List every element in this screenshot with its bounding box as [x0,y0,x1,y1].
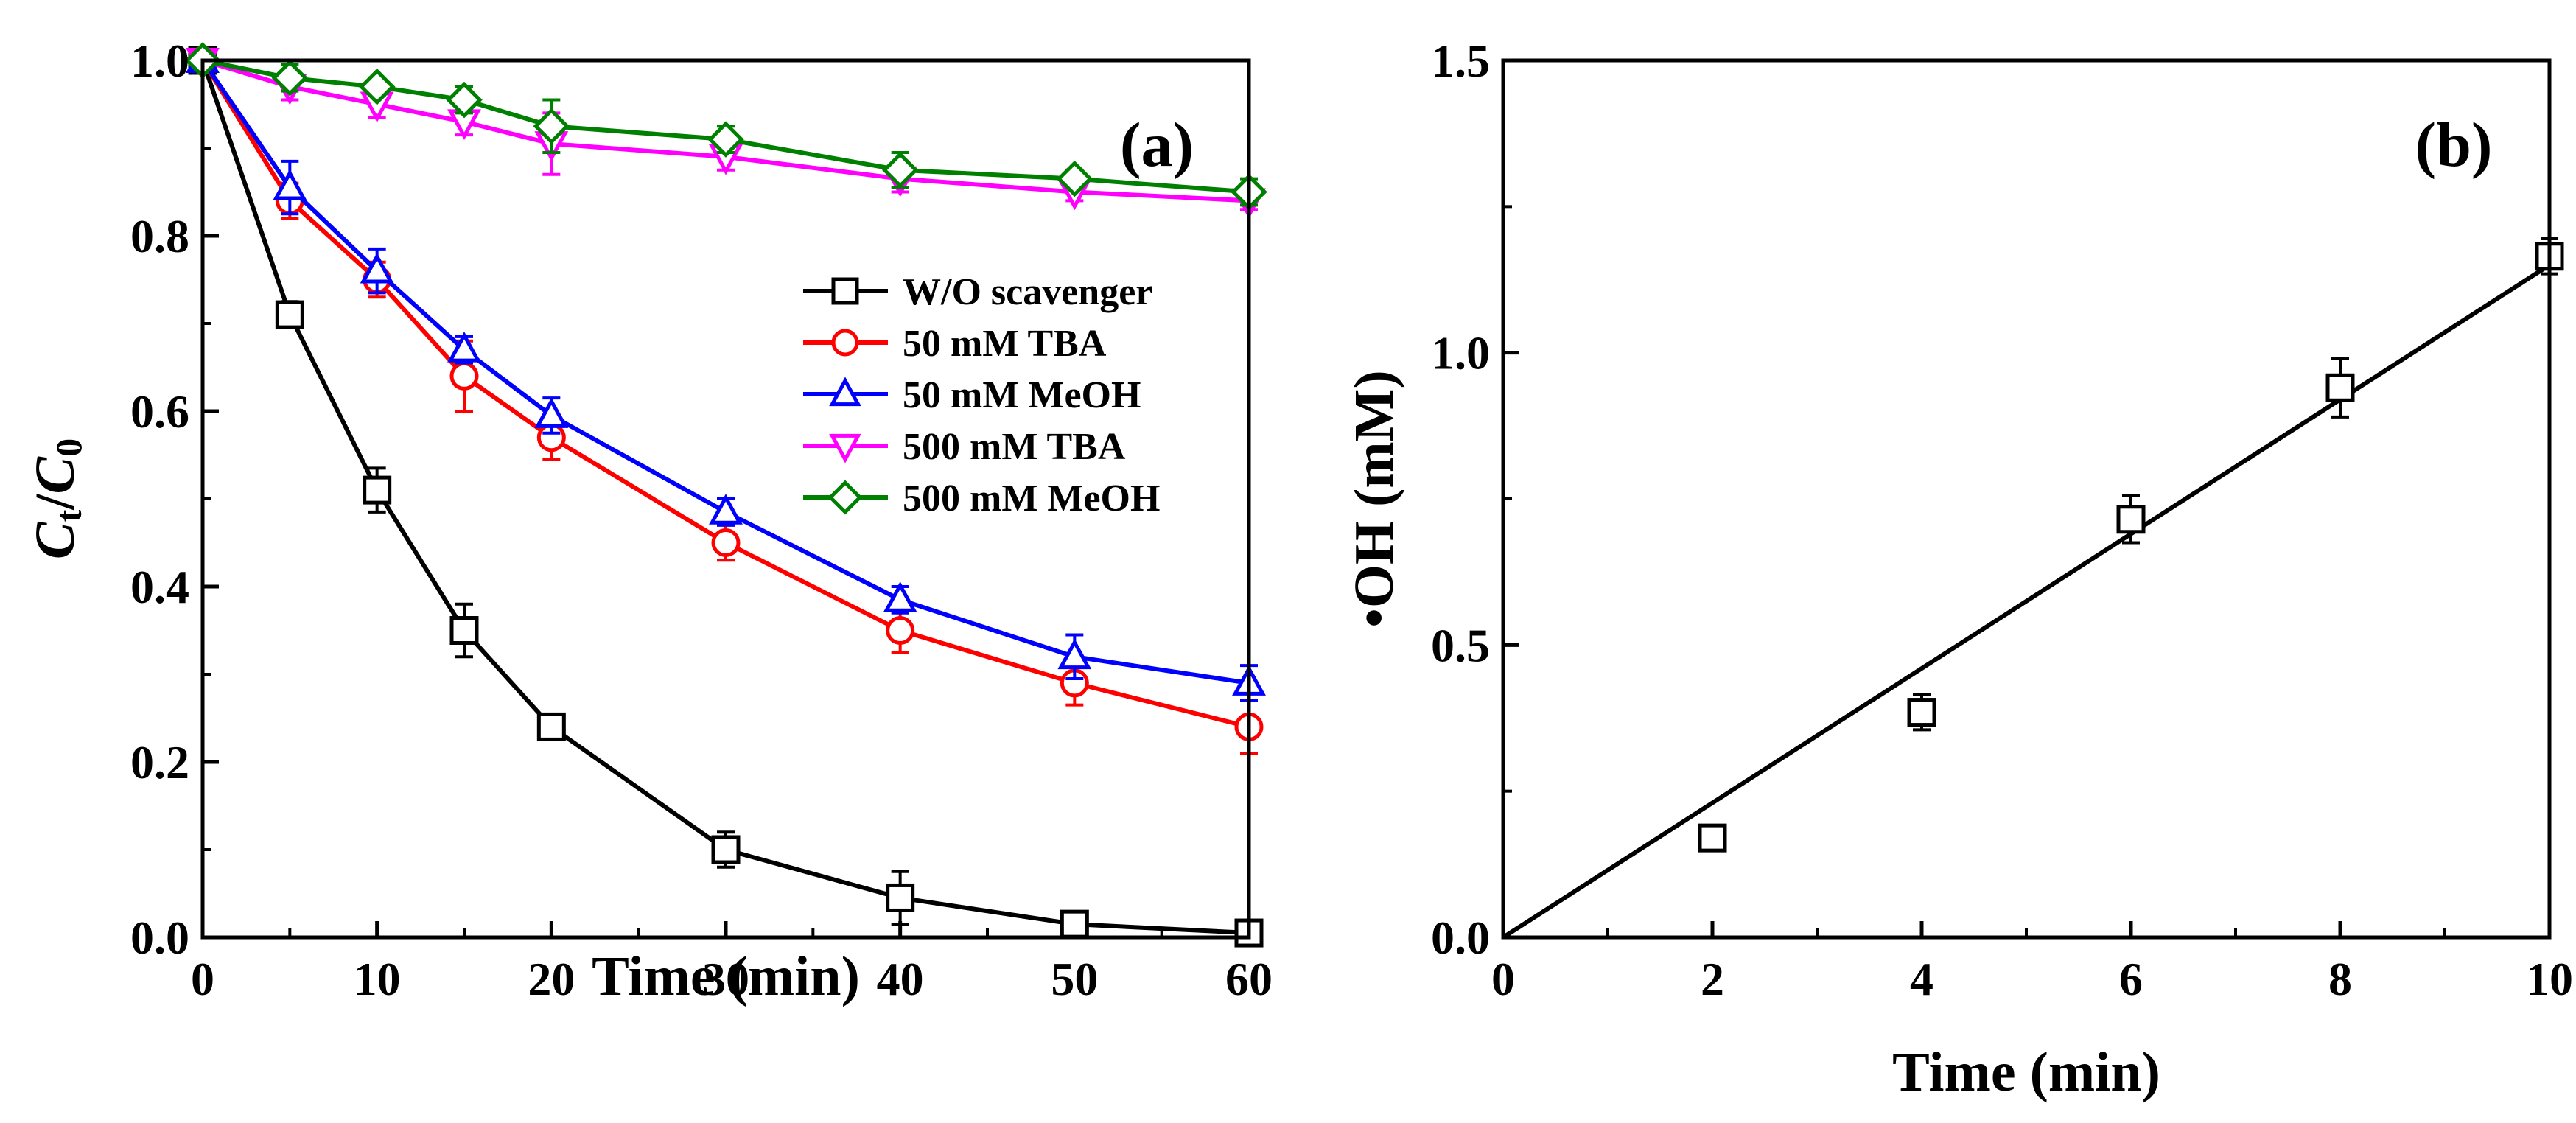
legend-item: 500 mM TBA [803,426,1126,468]
panel-b-tick-labels: 0 2 4 6 8 10 0.0 0.5 1.0 1.5 [1431,35,2573,1005]
panel-a-data-point [711,835,741,864]
panel-a-data-point [707,121,744,158]
panel-b-x-tick-label: 10 [2526,953,2573,1005]
panel-a-x-tick-label: 50 [1051,953,1098,1005]
legend-swatch-marker [831,277,859,305]
panel-a-data-point [711,528,741,557]
legend-label: 50 mM TBA [903,323,1107,365]
legend-swatch-marker [831,329,859,357]
panel-a-series-4 [184,42,1267,211]
legend-swatch-marker [829,377,861,407]
panel-a-chart: 0 10 20 30 40 50 60 0.0 0.2 0.4 0.6 0.8 1.0 Time (mi… [24,35,1273,1007]
panel-a-data-point [447,331,481,363]
panel-a-x-tick-label: 40 [877,953,924,1005]
panel-b-data-point [2116,505,2146,534]
panel-a-label: (a) [1120,109,1194,180]
panel-a-data-point [886,883,915,912]
legend-item: 50 mM MeOH [803,374,1141,416]
panel-a-y-tick-label: 0.6 [130,385,189,438]
legend-label: 50 mM MeOH [903,374,1141,416]
panel-b-label: (b) [2415,109,2492,180]
panel-b-y-axis-title: •OH (mM) [1343,370,1405,628]
panel-a-x-tick-label: 20 [528,953,575,1005]
panel-a-data-point [883,581,917,612]
panel-b-data-point [1698,823,1727,853]
panel-b-fit-line [1502,263,2551,940]
panel-a-plot-frame [200,58,1251,940]
panel-b-y-tick-label: 1.5 [1431,35,1490,87]
panel-a-legend: W/O scavenger 50 mM TBA 50 mM MeOH 500 mM T… [803,271,1160,519]
panel-b-plot-frame [1501,58,2552,940]
legend-item: W/O scavenger [803,271,1152,313]
panel-b-chart: 0 2 4 6 8 100.00.51.01.5 Time (min) •OH (mM) … [1343,35,2573,1103]
panel-b-x-tick-label: 6 [2119,953,2143,1005]
panel-a-y-axis-title-slash: / [24,494,86,511]
panel-b-x-tick-label: 4 [1910,953,1933,1005]
panel-a-data-point [534,397,569,428]
panel-a-data-point [363,475,392,505]
panel-a-data-point [271,60,309,97]
panel-a-data-point [358,68,396,105]
panel-a-data-point [360,252,394,284]
panel-a-data-point [886,616,915,645]
legend-label: W/O scavenger [903,271,1152,313]
panel-a-data-point [449,616,479,645]
panel-b-x-tick-label: 2 [1701,953,1724,1005]
legend-swatch-marker [829,433,861,463]
panel-a-y-tick-label: 0.0 [130,912,189,964]
legend-label: 500 mM TBA [903,426,1126,468]
panel-a-data-point [275,300,304,329]
panel-a-x-tick-label: 0 [191,953,214,1005]
panel-b-y-tick-label: 0.0 [1431,912,1490,964]
panel-a-data-point [1056,160,1093,197]
legend-swatch-marker [827,480,863,515]
panel-b-x-axis-title: Time (min) [1892,1041,2160,1103]
panel-a-y-axis-title: Ct/C0 [24,438,89,559]
panel-b-y-tick-label: 0.5 [1431,619,1490,671]
legend-label: 500 mM MeOH [903,477,1160,519]
panel-b-y-tick-label: 1.0 [1431,327,1490,379]
panel-a-data-point [1060,909,1089,939]
panel-a-data-point [709,494,743,525]
panel-a-data-point [273,169,307,200]
panel-a-y-tick-label: 0.2 [130,736,189,788]
panel-a-y-axis-title-c2: C [24,456,86,494]
panel-b-series [1502,237,2564,940]
legend-item: 500 mM MeOH [803,477,1160,519]
panel-b-data-point [2325,373,2355,402]
panel-a-y-axis-title-c: C [24,521,86,559]
panel-a-data-point [533,108,570,145]
panel-a-x-tick-label: 60 [1225,953,1273,1005]
panel-a-y-tick-label: 1.0 [130,35,189,87]
panel-b-data-point [1907,698,1936,727]
panel-a-data-point [1057,638,1092,670]
panel-a-series-0 [188,46,1264,948]
panel-a-x-axis-title: Time (min) [592,945,860,1007]
legend-item: 50 mM TBA [803,323,1107,365]
panel-a-y-tick-label: 0.4 [130,561,189,613]
panel-a-y-tick-label: 0.8 [130,210,189,262]
panel-b-ticks [1501,58,2552,940]
panel-a-y-axis-title-sub-0: 0 [48,438,89,457]
panel-b-x-tick-label: 0 [1491,953,1515,1005]
panel-a-tick-labels: 0 10 20 30 40 50 60 0.0 0.2 0.4 0.6 0.8 1.0 [130,35,1273,1005]
panel-a-y-axis-title-sub-t: t [48,509,89,522]
panel-a-x-tick-label: 30 [702,953,749,1005]
panel-a-x-tick-label: 10 [354,953,401,1005]
panel-a-data-point [881,151,919,189]
panel-a-data-point [449,361,479,391]
panel-a-data-point [446,81,483,119]
panel-a-data-point [536,712,566,741]
panel-b-x-tick-label: 8 [2328,953,2352,1005]
